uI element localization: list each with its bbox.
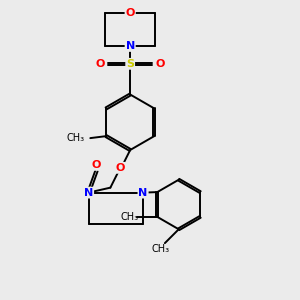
Text: O: O [155,59,165,69]
Text: N: N [84,188,93,198]
Text: O: O [92,160,101,170]
Text: O: O [96,59,105,69]
Text: CH₃: CH₃ [66,133,84,143]
Text: O: O [116,163,125,173]
Text: O: O [125,8,135,18]
Text: N: N [138,188,148,198]
Text: CH₃: CH₃ [152,244,170,254]
Text: N: N [126,41,135,51]
Text: CH₃: CH₃ [121,212,139,222]
Text: S: S [126,59,134,69]
